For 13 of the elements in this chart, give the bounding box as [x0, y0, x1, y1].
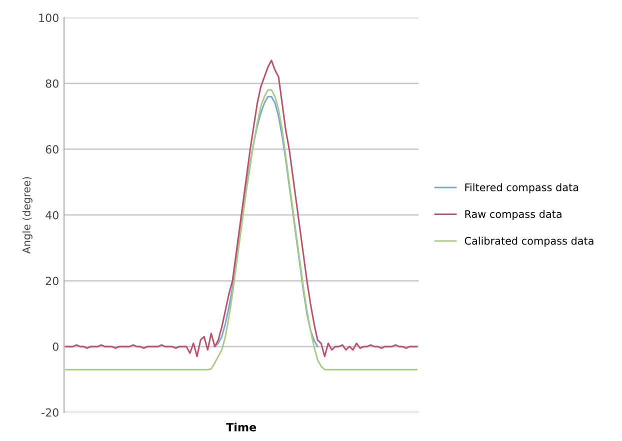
y-tick-label: -20	[42, 408, 58, 417]
line-series	[214, 96, 318, 348]
y-axis-title: Angle (degree)	[22, 177, 32, 254]
legend-label: Raw compass data	[465, 210, 562, 220]
y-tick-label: 40	[46, 210, 58, 220]
y-tick-label: 100	[39, 14, 58, 22]
x-axis-title: Time	[226, 422, 256, 432]
y-tick-label: 60	[46, 145, 58, 154]
legend-label: Calibrated compass data	[464, 236, 594, 247]
y-tick-label: 20	[46, 276, 58, 286]
y-tick-label: 80	[46, 79, 58, 88]
y-tick-label: 0	[52, 342, 58, 351]
legend-label: Filtered compass data	[465, 183, 578, 194]
